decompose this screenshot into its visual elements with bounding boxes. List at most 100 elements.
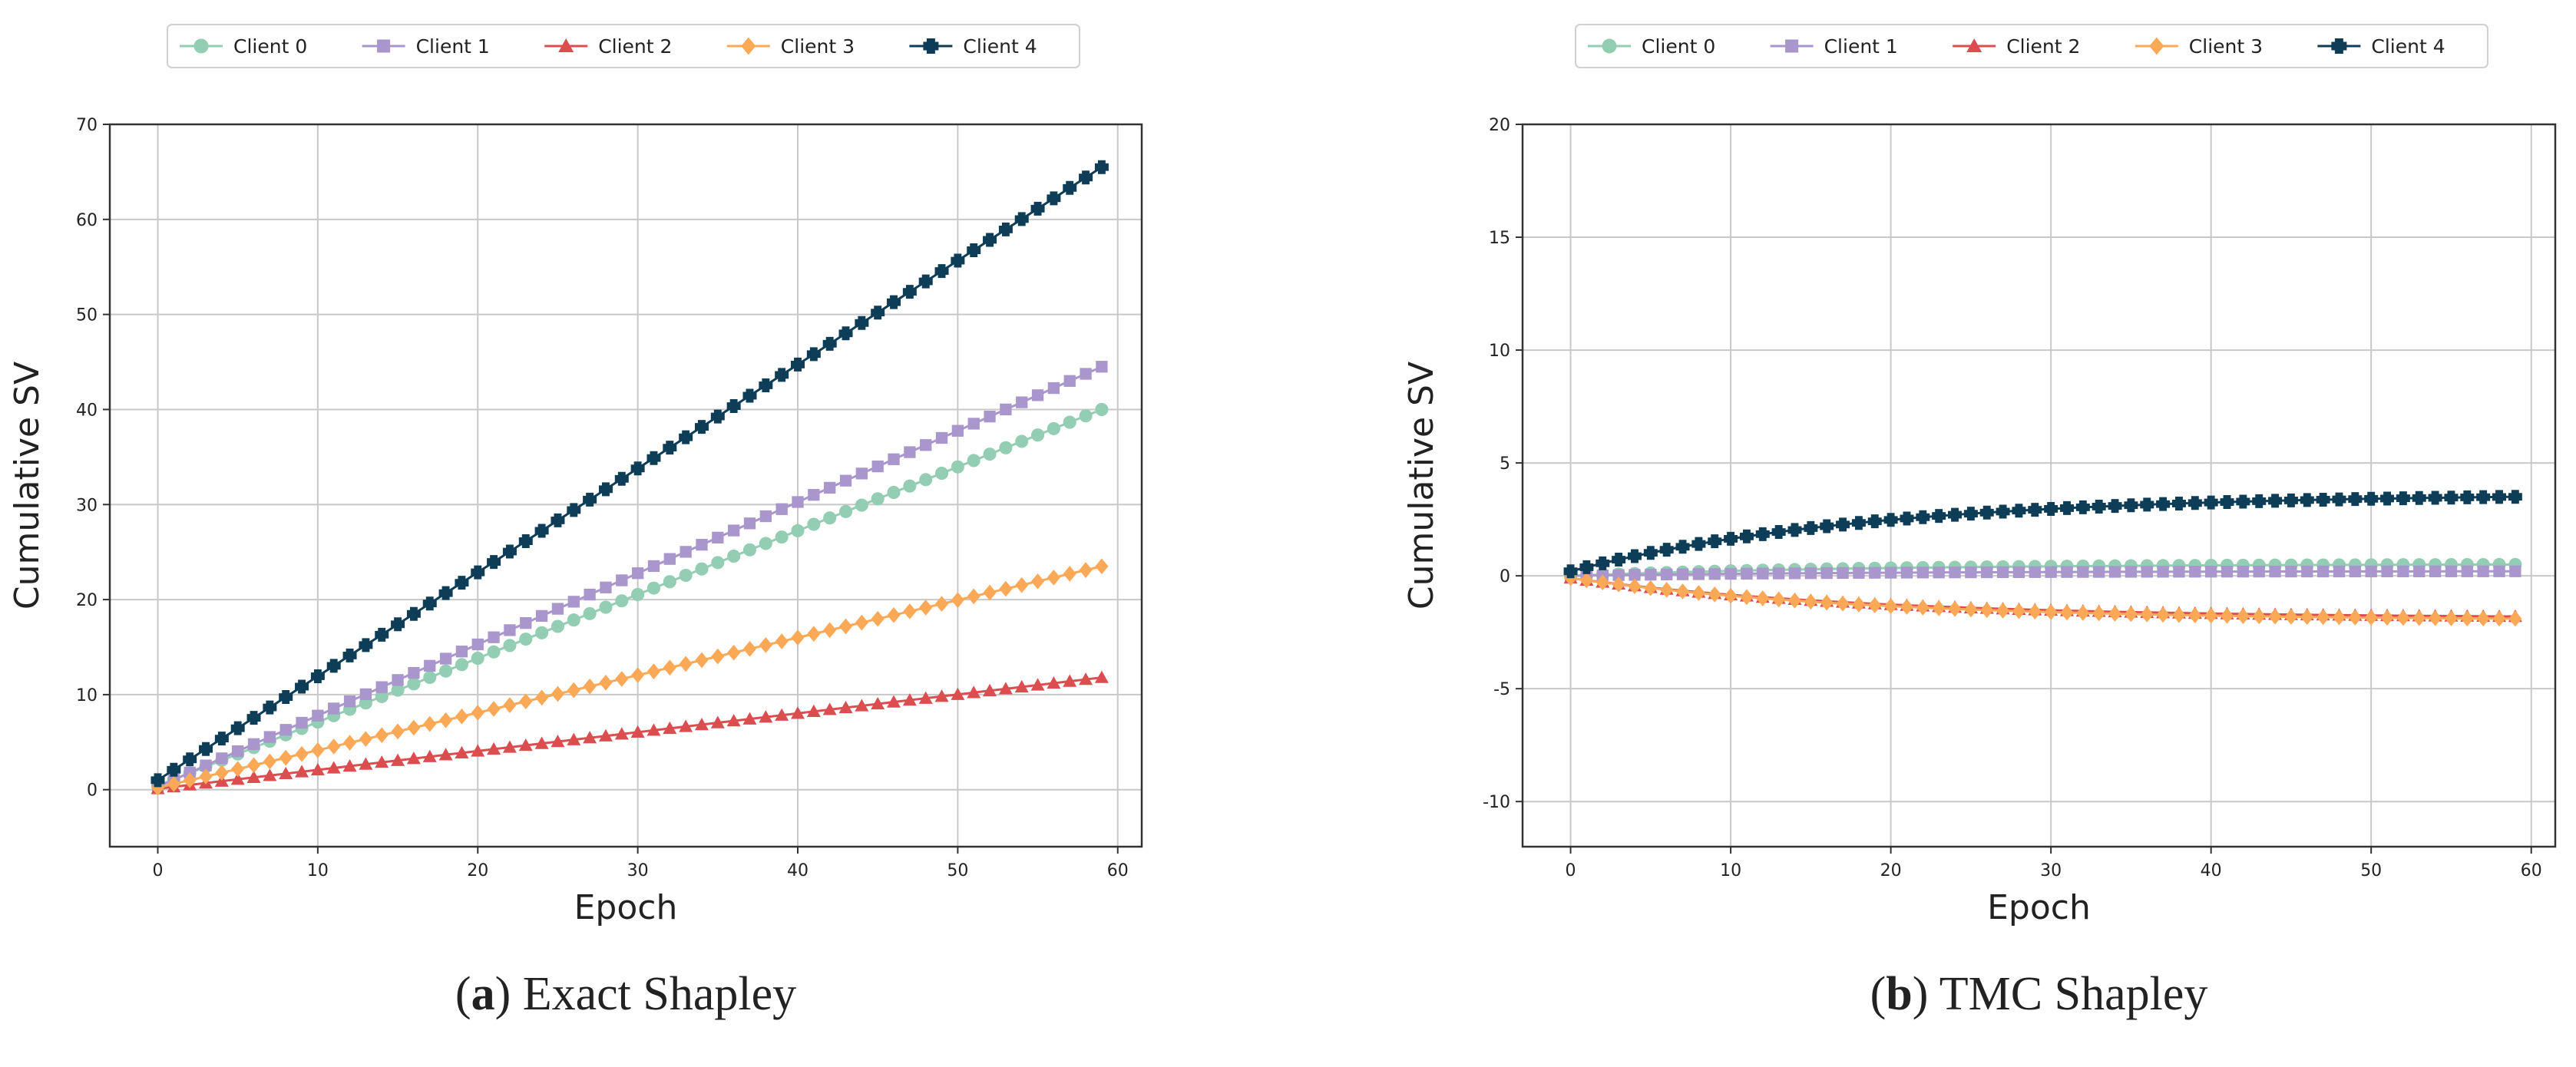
data-point bbox=[584, 588, 596, 601]
data-point bbox=[775, 503, 788, 515]
data-point bbox=[343, 695, 356, 708]
data-point bbox=[2285, 565, 2297, 578]
data-point bbox=[871, 306, 885, 320]
data-point bbox=[999, 580, 1013, 597]
series-client-3 bbox=[150, 558, 1109, 796]
data-point bbox=[903, 479, 917, 493]
data-point bbox=[567, 732, 581, 745]
data-point bbox=[1853, 567, 1865, 579]
data-point bbox=[919, 600, 933, 616]
caption-open: ( bbox=[455, 968, 471, 1020]
data-point bbox=[680, 546, 692, 558]
data-point bbox=[326, 761, 341, 774]
x-axis-label: Epoch bbox=[574, 888, 678, 927]
x-tick-label: 60 bbox=[1107, 861, 1129, 880]
data-point bbox=[663, 441, 677, 455]
data-point bbox=[711, 556, 725, 570]
caption-text: ) Exact Shapley bbox=[495, 968, 797, 1020]
data-point bbox=[1836, 517, 1850, 532]
data-point bbox=[631, 587, 645, 601]
data-point bbox=[1996, 603, 2010, 619]
data-point bbox=[519, 693, 533, 710]
data-point bbox=[742, 388, 757, 403]
data-point bbox=[263, 700, 277, 715]
data-point bbox=[583, 492, 597, 507]
data-point bbox=[1757, 567, 1769, 580]
data-point bbox=[887, 606, 901, 623]
data-point bbox=[1095, 402, 1109, 416]
data-point bbox=[726, 714, 741, 727]
data-point bbox=[422, 596, 437, 611]
data-point bbox=[2364, 491, 2379, 506]
data-point bbox=[694, 717, 709, 731]
data-point bbox=[407, 719, 421, 736]
data-point bbox=[2029, 566, 2041, 578]
data-point bbox=[918, 691, 933, 704]
data-point bbox=[1079, 562, 1093, 578]
data-point bbox=[2012, 603, 2025, 619]
data-point bbox=[1708, 568, 1721, 580]
data-point bbox=[2445, 565, 2458, 577]
caption-label: b bbox=[1886, 968, 1912, 1020]
data-point bbox=[1691, 585, 1705, 601]
data-point bbox=[646, 451, 661, 465]
data-point bbox=[614, 727, 629, 740]
data-point bbox=[791, 629, 805, 646]
data-point bbox=[246, 711, 261, 725]
data-point bbox=[359, 638, 373, 652]
series-client-0 bbox=[1564, 557, 2522, 583]
data-point bbox=[2429, 565, 2442, 577]
data-point bbox=[2300, 493, 2314, 507]
legend-label: Client 3 bbox=[2189, 35, 2263, 58]
data-point bbox=[2283, 493, 2298, 507]
data-point bbox=[359, 688, 372, 701]
data-point bbox=[391, 617, 405, 632]
data-point bbox=[1047, 191, 1061, 206]
data-point bbox=[951, 460, 964, 474]
data-point bbox=[1628, 578, 1642, 595]
data-point bbox=[695, 562, 709, 576]
y-tick-label: 0 bbox=[87, 781, 98, 801]
data-point bbox=[1030, 678, 1045, 691]
series-client-2 bbox=[150, 670, 1109, 794]
data-point bbox=[934, 596, 949, 612]
data-point bbox=[2045, 566, 2057, 578]
data-point bbox=[983, 584, 997, 601]
data-point bbox=[2220, 495, 2234, 510]
data-point bbox=[2189, 566, 2201, 578]
legend-entry: Client 1 bbox=[1770, 35, 1898, 58]
data-point bbox=[2476, 490, 2491, 504]
data-point bbox=[775, 708, 789, 721]
data-point bbox=[647, 560, 660, 573]
data-point bbox=[871, 460, 884, 473]
data-point bbox=[2141, 566, 2153, 578]
data-point bbox=[438, 586, 453, 600]
data-point bbox=[423, 715, 437, 732]
legend-marker bbox=[741, 37, 756, 55]
data-point bbox=[2268, 494, 2283, 508]
x-tick-label: 50 bbox=[947, 861, 968, 880]
data-point bbox=[2365, 565, 2377, 578]
data-point bbox=[2108, 499, 2122, 514]
x-tick-label: 30 bbox=[2040, 861, 2062, 880]
plot-frame bbox=[1521, 123, 2557, 848]
legend-label: Client 3 bbox=[781, 35, 855, 58]
data-point bbox=[983, 233, 997, 247]
data-point bbox=[2477, 565, 2489, 577]
data-point bbox=[1868, 597, 1882, 613]
caption-open: ( bbox=[1870, 968, 1887, 1020]
data-point bbox=[1031, 573, 1045, 590]
data-point bbox=[2237, 565, 2250, 578]
data-point bbox=[663, 659, 676, 676]
data-point bbox=[808, 489, 820, 501]
data-point bbox=[423, 670, 437, 685]
data-point bbox=[2060, 604, 2074, 621]
legend-label: Client 2 bbox=[598, 35, 672, 58]
data-point bbox=[230, 772, 245, 785]
data-point bbox=[710, 715, 725, 728]
data-point bbox=[1629, 569, 1641, 581]
data-point bbox=[1820, 567, 1833, 580]
data-point bbox=[630, 461, 645, 476]
data-point bbox=[1659, 543, 1674, 557]
data-point bbox=[518, 738, 533, 752]
